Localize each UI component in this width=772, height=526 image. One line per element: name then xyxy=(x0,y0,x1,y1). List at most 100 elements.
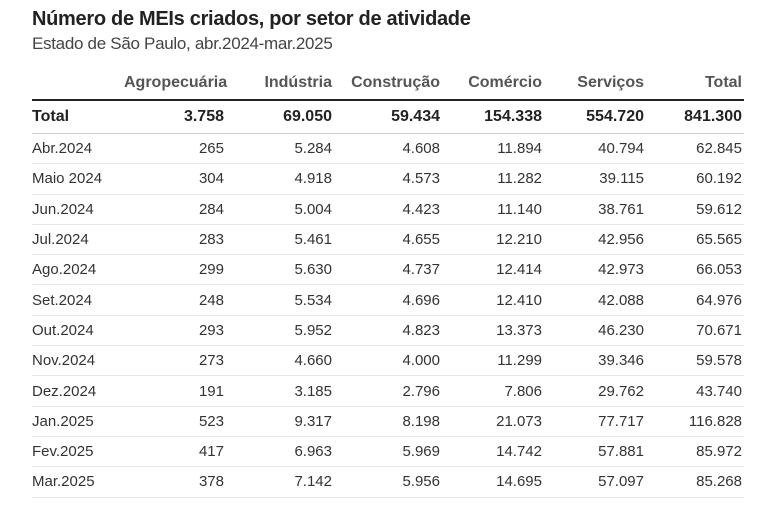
table-cell: 299 xyxy=(124,254,226,286)
table-cell: 11.140 xyxy=(442,194,544,225)
table-cell: 5.952 xyxy=(226,315,334,347)
table-cell: 5.534 xyxy=(226,284,334,316)
row-label: Out.2024 xyxy=(32,315,124,347)
table-cell: 14.695 xyxy=(442,466,544,498)
row-label: Dez.2024 xyxy=(32,375,124,407)
table-row: Fev.2025 417 6.963 5.969 14.742 57.881 85.972 xyxy=(32,436,744,468)
table-cell: 4.573 xyxy=(334,163,442,195)
total-row-label: Total xyxy=(32,99,124,134)
table-cell: 7.806 xyxy=(442,375,544,407)
table-row: Maio 2024 304 4.918 4.573 11.282 39.115 60.192 xyxy=(32,163,744,195)
column-header-servicos: Serviços xyxy=(577,73,644,91)
table-cell: 8.198 xyxy=(334,406,442,437)
table-row: Jan.2025 523 9.317 8.198 21.073 77.717 116.828 xyxy=(32,406,744,437)
table-cell: 21.073 xyxy=(442,406,544,437)
table-row: Jun.2024 284 5.004 4.423 11.140 38.761 59.612 xyxy=(32,194,744,225)
table-cell: 4.660 xyxy=(226,345,334,377)
row-label: Maio 2024 xyxy=(32,163,124,195)
table-cell: 191 xyxy=(124,375,226,407)
table-cell: 7.142 xyxy=(226,466,334,498)
column-header-construcao: Construção xyxy=(351,73,440,91)
table-cell: 5.004 xyxy=(226,194,334,225)
row-label: Mar.2025 xyxy=(32,466,124,498)
table-cell: 4.737 xyxy=(334,254,442,286)
table-cell: 59.612 xyxy=(646,194,744,225)
table-row: Set.2024 248 5.534 4.696 12.410 42.088 64.976 xyxy=(32,284,744,316)
table-cell: 4.000 xyxy=(334,345,442,377)
table-row: Abr.2024 265 5.284 4.608 11.894 40.794 62.845 xyxy=(32,133,744,165)
table-cell: 64.976 xyxy=(646,284,744,316)
row-label: Jun.2024 xyxy=(32,194,124,225)
table-cell: 9.317 xyxy=(226,406,334,437)
table-cell: 4.608 xyxy=(334,133,442,165)
table-cell: 4.823 xyxy=(334,315,442,347)
table-cell: 57.097 xyxy=(544,466,646,498)
column-header-industria: Indústria xyxy=(264,73,332,91)
table-cell: 69.050 xyxy=(226,99,334,134)
table-cell: 46.230 xyxy=(544,315,646,347)
table-cell: 40.794 xyxy=(544,133,646,165)
table-cell: 4.918 xyxy=(226,163,334,195)
header-row: Agropecuária Indústria Construção Comérc… xyxy=(32,66,744,100)
table-cell: 12.210 xyxy=(442,224,544,256)
table-cell: 5.630 xyxy=(226,254,334,286)
table-cell: 62.845 xyxy=(646,133,744,165)
table-row: Jul.2024 283 5.461 4.655 12.210 42.956 65.565 xyxy=(32,224,744,256)
table-cell: 554.720 xyxy=(544,99,646,134)
table-cell: 42.973 xyxy=(544,254,646,286)
row-label: Jul.2024 xyxy=(32,224,124,256)
row-label: Fev.2025 xyxy=(32,436,124,468)
table-cell: 154.338 xyxy=(442,99,544,134)
table-cell: 70.671 xyxy=(646,315,744,347)
row-label: Abr.2024 xyxy=(32,133,124,165)
row-label: Ago.2024 xyxy=(32,254,124,286)
table-cell: 304 xyxy=(124,163,226,195)
table-cell: 42.956 xyxy=(544,224,646,256)
table-cell: 39.115 xyxy=(544,163,646,195)
table-cell: 11.894 xyxy=(442,133,544,165)
column-header-total: Total xyxy=(704,73,742,91)
table-cell: 43.740 xyxy=(646,375,744,407)
table-cell: 4.655 xyxy=(334,224,442,256)
table-cell: 66.053 xyxy=(646,254,744,286)
table-cell: 12.414 xyxy=(442,254,544,286)
table-cell: 85.268 xyxy=(646,466,744,498)
table-cell: 523 xyxy=(124,406,226,437)
table-cell: 5.956 xyxy=(334,466,442,498)
table-row: Ago.2024 299 5.630 4.737 12.414 42.973 66.053 xyxy=(32,254,744,286)
table-cell: 417 xyxy=(124,436,226,468)
table-cell: 60.192 xyxy=(646,163,744,195)
table-cell: 85.972 xyxy=(646,436,744,468)
table-cell: 284 xyxy=(124,194,226,225)
table-cell: 11.299 xyxy=(442,345,544,377)
table-cell: 13.373 xyxy=(442,315,544,347)
table-subtitle: Estado de São Paulo, abr.2024-mar.2025 xyxy=(32,34,333,53)
table-cell: 14.742 xyxy=(442,436,544,468)
table-cell: 6.963 xyxy=(226,436,334,468)
table-cell: 265 xyxy=(124,133,226,165)
table-cell: 39.346 xyxy=(544,345,646,377)
row-label: Nov.2024 xyxy=(32,345,124,377)
table-cell: 4.696 xyxy=(334,284,442,316)
column-header-period xyxy=(32,66,124,100)
table-title: Número de MEIs criados, por setor de ati… xyxy=(32,8,471,30)
table-cell: 5.461 xyxy=(226,224,334,256)
row-label: Set.2024 xyxy=(32,284,124,316)
table-cell: 293 xyxy=(124,315,226,347)
table-cell: 38.761 xyxy=(544,194,646,225)
table-row: Mar.2025 378 7.142 5.956 14.695 57.097 85.268 xyxy=(32,466,744,498)
table-cell: 59.578 xyxy=(646,345,744,377)
column-header-agropecuaria: Agropecuária xyxy=(124,73,228,91)
table-cell: 42.088 xyxy=(544,284,646,316)
table-cell: 248 xyxy=(124,284,226,316)
table-cell: 3.758 xyxy=(124,99,226,134)
table-cell: 2.796 xyxy=(334,375,442,407)
table-cell: 59.434 xyxy=(334,99,442,134)
table-cell: 12.410 xyxy=(442,284,544,316)
table-row: Dez.2024 191 3.185 2.796 7.806 29.762 43.740 xyxy=(32,375,744,407)
mei-table: Agropecuária Indústria Construção Comérc… xyxy=(32,66,744,498)
table-cell: 273 xyxy=(124,345,226,377)
table-cell: 3.185 xyxy=(226,375,334,407)
table-cell: 4.423 xyxy=(334,194,442,225)
